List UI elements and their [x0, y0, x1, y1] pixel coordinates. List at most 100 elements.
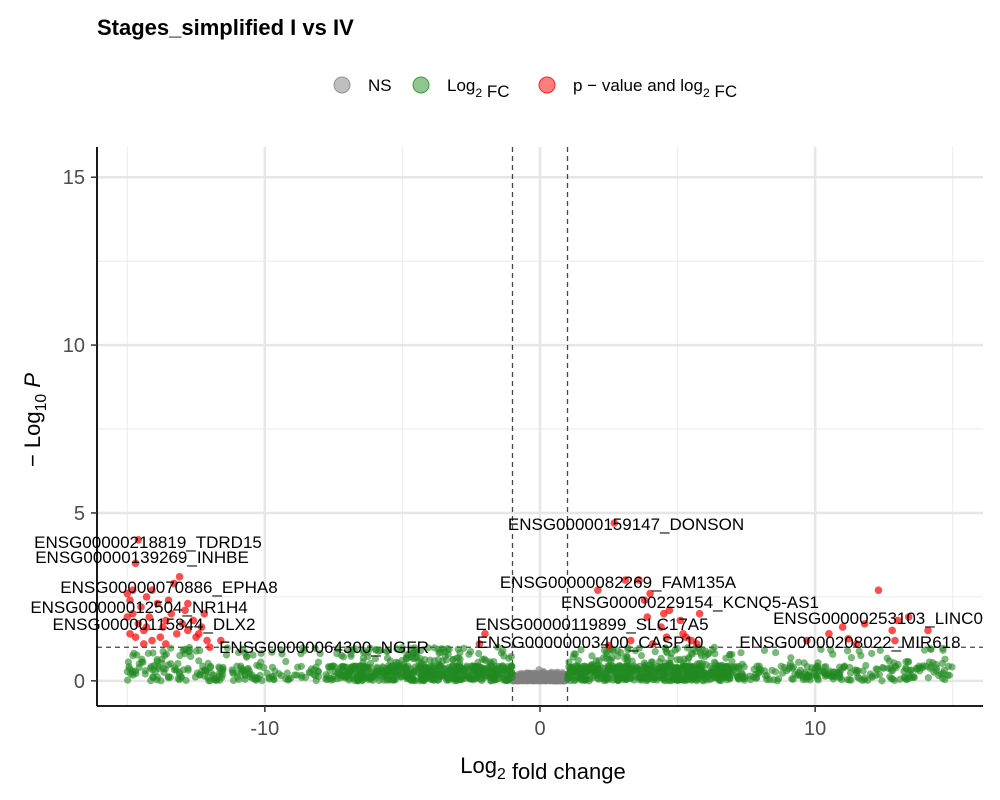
significant-point: [593, 586, 602, 594]
fc-point: [730, 666, 738, 674]
significant-point: [200, 609, 209, 618]
fc-point: [846, 663, 854, 672]
fc-point: [158, 659, 166, 667]
fc-point: [339, 653, 348, 661]
fc-point: [471, 665, 479, 673]
significant-point: [126, 596, 134, 605]
fc-point: [343, 645, 352, 654]
gene-label: ENSG00000208022_MIR618: [739, 633, 960, 652]
fc-point: [253, 661, 261, 669]
fc-point: [391, 664, 399, 672]
legend-label-ns: NS: [368, 76, 392, 95]
significant-point: [904, 613, 913, 621]
fc-point: [180, 646, 188, 654]
significant-point: [170, 579, 178, 588]
fc-point: [735, 662, 743, 671]
fc-point: [588, 652, 596, 660]
significant-point: [660, 609, 668, 618]
fc-point: [571, 650, 579, 658]
fc-point: [478, 664, 486, 672]
significant-point: [844, 635, 852, 643]
fc-point: [678, 675, 686, 683]
fc-point: [753, 662, 761, 670]
gene-label: ENSG00000070886_EPHA8: [60, 578, 277, 597]
fc-point: [944, 671, 952, 679]
fc-point: [872, 665, 880, 673]
fc-point: [258, 677, 266, 685]
legend-key-fc: [412, 76, 430, 94]
fc-point: [938, 659, 946, 668]
fc-point: [623, 653, 631, 662]
fc-point: [610, 670, 618, 678]
significant-point: [161, 640, 170, 648]
significant-point: [803, 636, 811, 645]
fc-point: [147, 677, 155, 685]
fc-point: [176, 651, 184, 660]
significant-point: [924, 626, 932, 635]
fc-point: [857, 651, 865, 660]
fc-point: [124, 676, 132, 684]
fc-point: [600, 646, 609, 654]
significant-point: [874, 586, 883, 594]
fc-point: [409, 654, 417, 662]
significant-point: [123, 613, 132, 621]
fc-point: [624, 644, 632, 652]
fc-point: [486, 658, 494, 666]
significant-point: [128, 609, 137, 618]
legend-key-pfc: [538, 76, 556, 94]
fc-point: [576, 665, 584, 674]
significant-point: [137, 603, 145, 611]
fc-point: [146, 664, 155, 672]
fc-point: [412, 649, 420, 657]
fc-point: [760, 646, 769, 655]
fc-point: [738, 674, 747, 682]
fc-point: [291, 671, 299, 679]
fc-point: [129, 668, 137, 677]
fc-point: [427, 668, 436, 676]
fc-point: [661, 677, 669, 685]
fc-point: [646, 661, 654, 669]
significant-point: [148, 586, 156, 594]
fc-point: [444, 650, 452, 658]
fc-point: [802, 675, 811, 683]
fc-point: [223, 644, 231, 652]
fc-point: [817, 645, 825, 653]
fc-point: [723, 662, 731, 671]
chart-title: Stages_simplified I vs IV: [97, 15, 354, 40]
fc-point: [847, 654, 856, 662]
fc-point: [904, 657, 912, 666]
fc-point: [564, 674, 572, 682]
fc-point: [347, 652, 355, 660]
fc-point: [763, 675, 771, 684]
fc-point: [430, 644, 439, 652]
fc-point: [229, 676, 238, 685]
fc-point: [803, 663, 811, 671]
fc-point: [777, 662, 785, 670]
significant-point: [475, 640, 484, 648]
fc-point: [693, 660, 701, 668]
ns-point: [552, 673, 560, 681]
fc-point: [451, 677, 459, 685]
fc-point: [229, 668, 237, 676]
significant-point: [128, 586, 137, 594]
fc-point: [887, 666, 896, 674]
fc-point: [215, 663, 223, 671]
fc-point: [461, 665, 469, 673]
significant-point: [679, 630, 687, 638]
significant-point: [649, 640, 657, 648]
fc-point: [651, 668, 659, 676]
y-tick-label: 5: [74, 503, 85, 525]
significant-point: [206, 643, 214, 652]
significant-point: [481, 630, 489, 638]
fc-point: [886, 673, 894, 681]
fc-point: [135, 663, 143, 672]
significant-point: [181, 606, 189, 615]
x-tick-label: 10: [804, 718, 826, 740]
fc-point: [489, 669, 497, 677]
legend: NS Log2 FC p − value and log2 FC: [333, 76, 737, 101]
significant-point: [175, 572, 184, 581]
fc-point: [594, 661, 602, 669]
fc-point: [242, 653, 251, 661]
significant-point: [665, 606, 674, 615]
significant-point: [635, 576, 643, 584]
